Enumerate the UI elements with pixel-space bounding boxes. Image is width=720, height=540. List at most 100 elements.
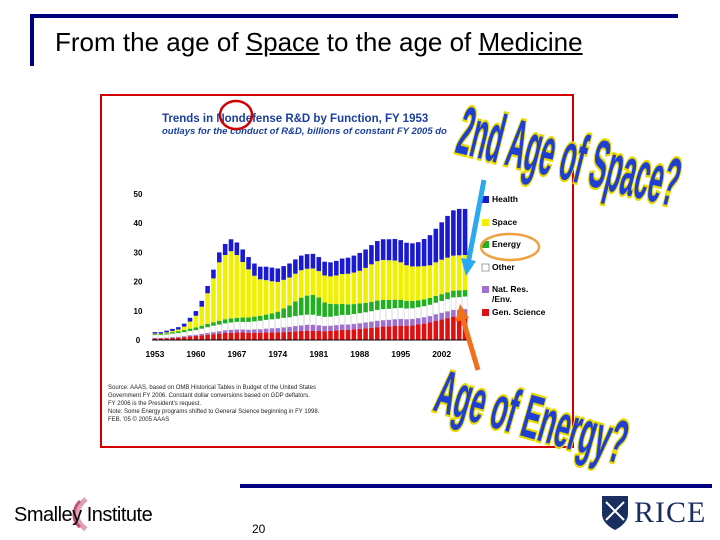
bar-segment (187, 321, 193, 329)
bar-segment (410, 318, 415, 326)
bar-segment (439, 300, 445, 313)
bar-segment (252, 275, 257, 317)
bar-segment (293, 325, 298, 332)
bar-segment (246, 332, 251, 340)
bar-segment (310, 294, 316, 315)
bar-segment (281, 279, 286, 309)
bar-segment (462, 290, 468, 297)
bar-segment (304, 295, 310, 315)
title-word-space: Space (245, 27, 320, 57)
bar-segment (415, 307, 421, 319)
bar-segment (211, 325, 216, 333)
bar-segment (170, 332, 175, 334)
bar-segment (298, 270, 304, 298)
bar-segment (357, 252, 363, 271)
bar-segment (275, 268, 281, 282)
bar-segment (275, 332, 281, 340)
bar-segment (205, 326, 211, 334)
bar-segment (164, 332, 169, 334)
bar-segment (316, 257, 322, 272)
bar-segment (439, 312, 444, 320)
bar-segment (269, 313, 275, 320)
bar-segment (222, 330, 228, 333)
bar-segment (240, 249, 245, 263)
bar-segment (363, 267, 368, 303)
bar-segment (240, 317, 245, 322)
bar-segment (369, 245, 374, 265)
bar-segment (421, 305, 427, 318)
nondefense-circle (218, 99, 254, 131)
bar-segment (187, 328, 193, 331)
legend-swatch (482, 196, 489, 203)
x-tick-label: 1988 (350, 349, 369, 359)
bar-segment (427, 297, 433, 305)
bar-segment (228, 332, 234, 340)
bar-segment (433, 302, 439, 315)
bar-segment (421, 317, 427, 324)
bar-segment (246, 321, 251, 330)
bar-segment (152, 334, 158, 336)
bar-segment (234, 321, 240, 330)
bar-segment (316, 271, 322, 298)
bar-segment (433, 295, 439, 303)
x-tick-label: 1974 (268, 349, 287, 359)
bar-segment (187, 317, 193, 322)
bar-segment (398, 240, 403, 263)
bar-segment (298, 315, 304, 326)
bar-segment (304, 330, 310, 340)
bar-segment (427, 316, 433, 323)
bar-segment (170, 337, 175, 338)
bar-segment (456, 208, 462, 256)
bar-segment (398, 307, 404, 320)
chart-subtitle: outlays for the conduct of R&D, billions… (162, 126, 447, 137)
bar-segment (304, 268, 310, 296)
bar-segment (328, 316, 333, 326)
bar-segment (170, 330, 175, 333)
bar-segment (199, 328, 205, 335)
bar-segment (322, 302, 327, 317)
bar-segment (345, 314, 351, 325)
bar-segment (281, 317, 287, 328)
bar-segment (351, 323, 357, 330)
footer-rule (240, 484, 712, 488)
bar-segment (222, 243, 228, 256)
bar-segment (187, 336, 193, 340)
bar-segment (281, 332, 286, 340)
title-top-rule (30, 14, 678, 18)
legend-label: Health (492, 194, 518, 204)
bar-segment (287, 277, 292, 306)
bar-segment (304, 314, 310, 325)
bar-segment (240, 329, 245, 333)
bar-segment (275, 318, 281, 329)
y-tick-label: 50 (134, 190, 143, 199)
rice-shield-icon (602, 496, 628, 530)
bar-segment (211, 322, 216, 326)
blue-arrow (461, 179, 487, 276)
bar-segment (357, 270, 363, 304)
bar-segment (404, 265, 409, 301)
bar-segment (456, 290, 462, 298)
bar-segment (392, 319, 398, 326)
bar-segment (217, 333, 222, 340)
bar-segment (345, 324, 351, 330)
bar-segment (415, 324, 421, 340)
legend-label: Energy (492, 239, 521, 249)
bar-segment (170, 337, 175, 340)
bar-segment (351, 329, 357, 340)
bar-segment (328, 330, 333, 340)
bar-segment (152, 334, 158, 339)
bar-segment (351, 272, 357, 305)
bar-segment (445, 215, 450, 258)
bar-segment (216, 324, 222, 332)
bar-segment (439, 294, 444, 301)
bar-segment (304, 324, 310, 331)
bar-segment (351, 313, 357, 325)
bar-segment (257, 315, 263, 321)
bar-segment (421, 323, 427, 340)
bar-segment (427, 265, 433, 298)
bar-segment (386, 300, 392, 309)
y-axis-ticks: 0 10 20 30 40 50 (134, 190, 143, 345)
bar-segment (263, 319, 269, 329)
x-tick-label: 2002 (432, 349, 451, 359)
bar-segment (193, 329, 199, 335)
